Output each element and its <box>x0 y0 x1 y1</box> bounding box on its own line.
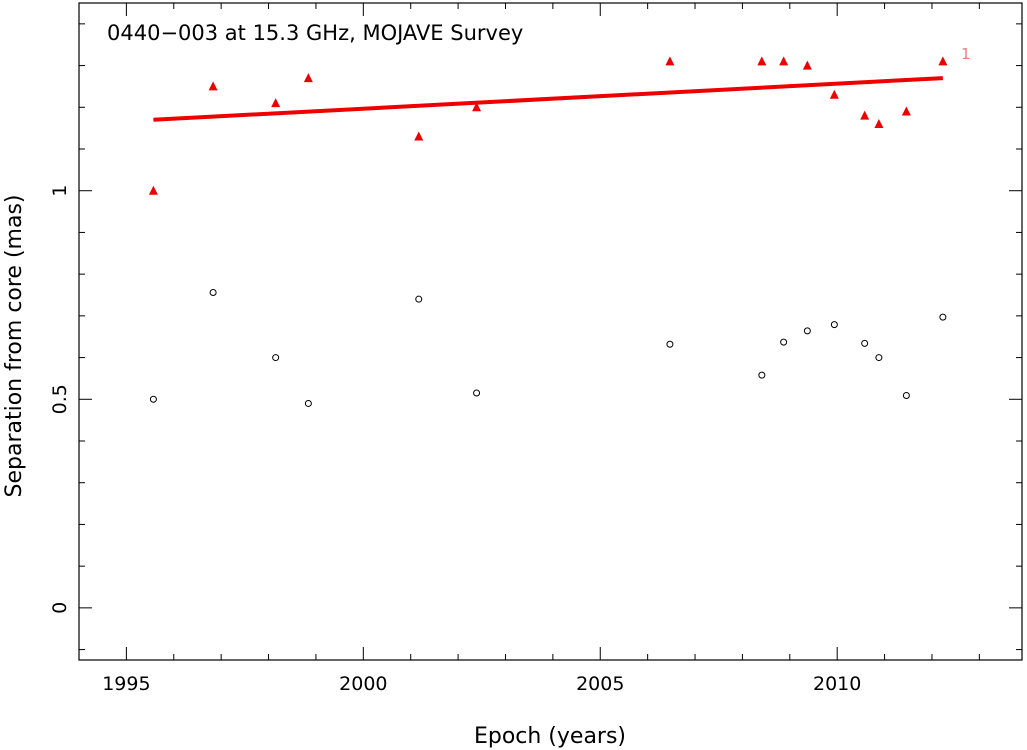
circle-point <box>861 339 869 347</box>
triangle-point <box>802 60 812 70</box>
triangle-point <box>757 56 767 66</box>
x-axis-title: Epoch (years) <box>474 724 626 749</box>
circle-point <box>272 354 280 362</box>
circle-point <box>758 371 766 379</box>
triangle-point <box>271 98 281 108</box>
plot-frame <box>78 2 1023 661</box>
x-tick-label: 2005 <box>576 673 624 695</box>
fit-line <box>153 76 943 122</box>
y-tick-label: 1 <box>49 185 71 197</box>
triangle-point <box>901 106 911 116</box>
circle-point <box>209 288 217 296</box>
circle-point <box>149 395 157 403</box>
triangle-point <box>860 110 870 120</box>
triangle-point <box>938 56 948 66</box>
component-1-series <box>148 56 948 195</box>
circle-point <box>803 327 811 335</box>
circle-point <box>304 399 312 407</box>
triangle-point <box>148 185 158 195</box>
core-series <box>149 288 947 407</box>
chart-title: 0440−003 at 15.3 GHz, MOJAVE Survey <box>107 21 523 45</box>
triangle-point <box>303 73 313 83</box>
triangle-point <box>829 89 839 99</box>
fit-line-layer: 1 <box>153 45 971 122</box>
circle-point <box>875 354 883 362</box>
triangle-point <box>414 131 424 141</box>
y-axis-title: Separation from core (mas) <box>2 195 27 498</box>
x-tick-label: 2010 <box>813 673 861 695</box>
circle-point <box>902 392 910 400</box>
axis-ticks <box>78 3 1022 660</box>
fit-line-label: 1 <box>961 45 971 63</box>
circle-point <box>415 295 423 303</box>
circle-point <box>666 340 674 348</box>
circle-point <box>473 389 481 397</box>
triangle-point <box>779 56 789 66</box>
y-tick-label: 0 <box>49 602 71 614</box>
triangle-point <box>665 56 675 66</box>
circle-point <box>830 321 838 329</box>
data-series <box>148 56 948 407</box>
triangle-point <box>208 81 218 91</box>
triangle-point <box>472 102 482 112</box>
triangle-point <box>874 118 884 128</box>
x-tick-label: 1995 <box>102 673 150 695</box>
y-tick-label: 0.5 <box>49 384 71 414</box>
circle-point <box>939 313 947 321</box>
axis-tick-labels: 1995 2000 2005 2010 0 0.5 1 <box>49 185 861 695</box>
circle-point <box>780 338 788 346</box>
x-tick-label: 2000 <box>339 673 387 695</box>
